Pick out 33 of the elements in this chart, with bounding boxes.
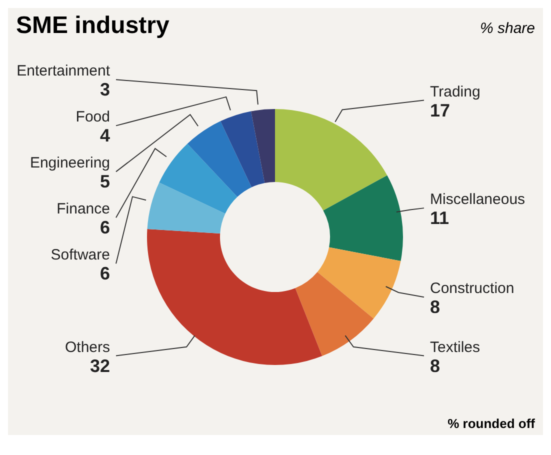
chart-title: SME industry: [16, 12, 170, 40]
donut-slice: [147, 182, 226, 234]
donut-slice: [275, 109, 388, 211]
slice-label: Others: [64, 338, 110, 356]
slice-label: Miscellaneous: [430, 191, 526, 208]
slice-label: Textiles: [430, 338, 480, 356]
data-label: 8: [430, 356, 440, 376]
data-label: 6: [100, 264, 110, 284]
slice-label: Entertainment: [16, 62, 111, 80]
donut-slice: [317, 247, 401, 319]
data-label: 8: [430, 297, 440, 318]
donut-slice: [295, 272, 374, 356]
slice-label: Trading: [430, 83, 480, 100]
data-label: 5: [100, 172, 110, 192]
data-label: 6: [100, 218, 110, 238]
data-label: 4: [100, 126, 110, 146]
slice-label: Software: [50, 246, 110, 264]
donut-slice: [147, 228, 322, 365]
text: % rounded off: [448, 416, 535, 431]
data-label: 32: [90, 356, 110, 376]
slice-label: Food: [76, 108, 110, 126]
donut-slice: [220, 111, 265, 188]
data-label: 11: [430, 208, 450, 228]
data-label: 3: [100, 80, 110, 100]
data-label: 17: [430, 100, 450, 120]
donut-slice: [323, 175, 403, 261]
donut-slice: [159, 144, 238, 214]
slice-label: Finance: [56, 200, 110, 218]
donut-slice: [251, 109, 275, 183]
chart-subtitle: % share: [480, 20, 535, 37]
donut-slice: [187, 121, 252, 197]
slice-label: Engineering: [30, 154, 110, 172]
slice-label: Construction: [430, 280, 514, 298]
